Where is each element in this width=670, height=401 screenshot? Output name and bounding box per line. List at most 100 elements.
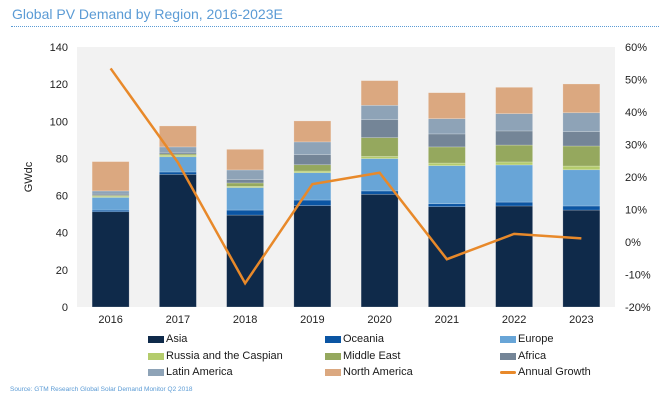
legend-label: Russia and the Caspian bbox=[166, 350, 283, 362]
x-tick-label: 2018 bbox=[233, 314, 257, 326]
bar-segment-latin-america bbox=[360, 105, 399, 120]
legend-item: Russia and the Caspian bbox=[148, 350, 283, 362]
bar-segment-europe bbox=[562, 169, 601, 207]
bar-segment-europe bbox=[293, 172, 332, 201]
y-tick-label: 40 bbox=[56, 228, 68, 240]
source-note: Source: GTM Research Global Solar Demand… bbox=[10, 386, 193, 393]
bar-segment-africa bbox=[293, 154, 332, 166]
legend-swatch bbox=[148, 352, 164, 360]
annual-growth-line bbox=[109, 67, 582, 286]
y2-tick-label: -20% bbox=[625, 302, 651, 314]
bar-segment-north-america bbox=[226, 149, 264, 171]
x-tick-label: 2020 bbox=[367, 314, 391, 326]
y2-tick-label: 30% bbox=[625, 140, 647, 152]
chart-title: Global PV Demand by Region, 2016-2023E bbox=[12, 6, 283, 22]
bar-segment-africa bbox=[226, 179, 264, 184]
bar-segment-asia bbox=[495, 205, 533, 308]
bar-segment-oceania bbox=[159, 171, 197, 175]
bar-segment-latin-america bbox=[495, 113, 533, 132]
y2-tick-label: -10% bbox=[625, 270, 651, 282]
bar-segment-europe bbox=[495, 164, 533, 203]
bar-segment-oceania bbox=[428, 203, 466, 208]
legend-swatch bbox=[148, 335, 164, 343]
x-tick-label: 2016 bbox=[98, 314, 122, 326]
bar-segment-asia bbox=[428, 206, 466, 308]
x-tick-label: 2023 bbox=[569, 314, 593, 326]
legend-item: Asia bbox=[148, 333, 187, 345]
bar-segment-asia bbox=[562, 209, 601, 308]
bar-segment-asia bbox=[91, 211, 130, 308]
y-tick-label: 0 bbox=[62, 302, 68, 314]
legend-swatch bbox=[325, 352, 341, 360]
bar-segment-russia-and-the-caspian bbox=[360, 156, 399, 159]
legend-label: Oceania bbox=[343, 333, 384, 345]
legend-label: North America bbox=[343, 366, 413, 378]
x-tick-label: 2021 bbox=[435, 314, 459, 326]
bar-segment-oceania bbox=[495, 201, 533, 207]
y-tick-label: 120 bbox=[50, 79, 68, 91]
bar-segment-latin-america bbox=[91, 190, 130, 195]
bar-segment-north-america bbox=[562, 83, 601, 114]
bar-segment-russia-and-the-caspian bbox=[495, 161, 533, 166]
bar-segment-middle-east bbox=[428, 146, 466, 164]
legend-swatch bbox=[325, 368, 341, 376]
bar-segment-middle-east bbox=[226, 182, 264, 187]
legend-item: Europe bbox=[500, 333, 553, 345]
bar-segment-north-america bbox=[428, 92, 466, 119]
legend-swatch bbox=[500, 335, 516, 343]
bar-segment-asia bbox=[159, 174, 197, 308]
y-axis-label: GWdc bbox=[23, 161, 35, 192]
bar-segment-africa bbox=[428, 133, 466, 148]
bar-segment-north-america bbox=[91, 161, 130, 192]
legend-item: Oceania bbox=[325, 333, 384, 345]
legend-swatch bbox=[500, 352, 516, 360]
y-tick-label: 20 bbox=[56, 265, 68, 277]
y-tick-label: 140 bbox=[50, 42, 68, 54]
legend-swatch bbox=[325, 335, 341, 343]
title-divider bbox=[11, 26, 659, 27]
x-tick-label: 2019 bbox=[300, 314, 324, 326]
bar-segment-latin-america bbox=[159, 146, 197, 153]
y-tick-label: 100 bbox=[50, 116, 68, 128]
y-tick-label: 80 bbox=[56, 153, 68, 165]
y2-tick-label: 50% bbox=[625, 75, 647, 87]
bar-segment-middle-east bbox=[562, 145, 601, 167]
legend-label: Europe bbox=[518, 333, 554, 345]
bar-segment-middle-east bbox=[360, 137, 399, 157]
legend-item: Middle East bbox=[325, 350, 400, 362]
bar-segment-russia-and-the-caspian bbox=[226, 185, 264, 188]
bar-segment-north-america bbox=[293, 120, 332, 143]
y2-tick-label: 20% bbox=[625, 172, 647, 184]
bar-segment-middle-east bbox=[495, 144, 533, 163]
legend-label: Asia bbox=[166, 333, 188, 345]
bar-segment-oceania bbox=[226, 209, 264, 216]
bar-segment-europe bbox=[428, 165, 466, 205]
bar-segment-russia-and-the-caspian bbox=[562, 165, 601, 171]
bar-segment-north-america bbox=[495, 87, 533, 114]
bar-segment-north-america bbox=[360, 80, 399, 106]
bar-segment-asia bbox=[293, 205, 332, 308]
x-tick-label: 2022 bbox=[502, 314, 526, 326]
legend-label: Middle East bbox=[343, 350, 401, 362]
plot-area bbox=[77, 47, 615, 307]
bar-segment-europe bbox=[226, 187, 264, 211]
y2-tick-label: 0% bbox=[625, 237, 641, 249]
bar-segment-latin-america bbox=[428, 118, 466, 135]
bar-segment-latin-america bbox=[293, 141, 332, 156]
legend-label: Annual Growth bbox=[518, 366, 591, 378]
bar-segment-middle-east bbox=[293, 164, 332, 172]
y2-tick-label: 40% bbox=[625, 107, 647, 119]
bar-segment-latin-america bbox=[226, 169, 264, 180]
bar-segment-russia-and-the-caspian bbox=[428, 162, 466, 166]
bar-segment-africa bbox=[495, 130, 533, 146]
legend-line-swatch bbox=[500, 370, 516, 374]
legend-label: Latin America bbox=[166, 366, 233, 378]
legend-item: Africa bbox=[500, 350, 546, 362]
x-tick-label: 2017 bbox=[166, 314, 190, 326]
bar-segment-europe bbox=[91, 197, 130, 211]
y2-tick-label: 10% bbox=[625, 205, 647, 217]
bar-segment-africa bbox=[360, 119, 399, 138]
legend-item: North America bbox=[325, 366, 413, 378]
legend-swatch bbox=[148, 368, 164, 376]
